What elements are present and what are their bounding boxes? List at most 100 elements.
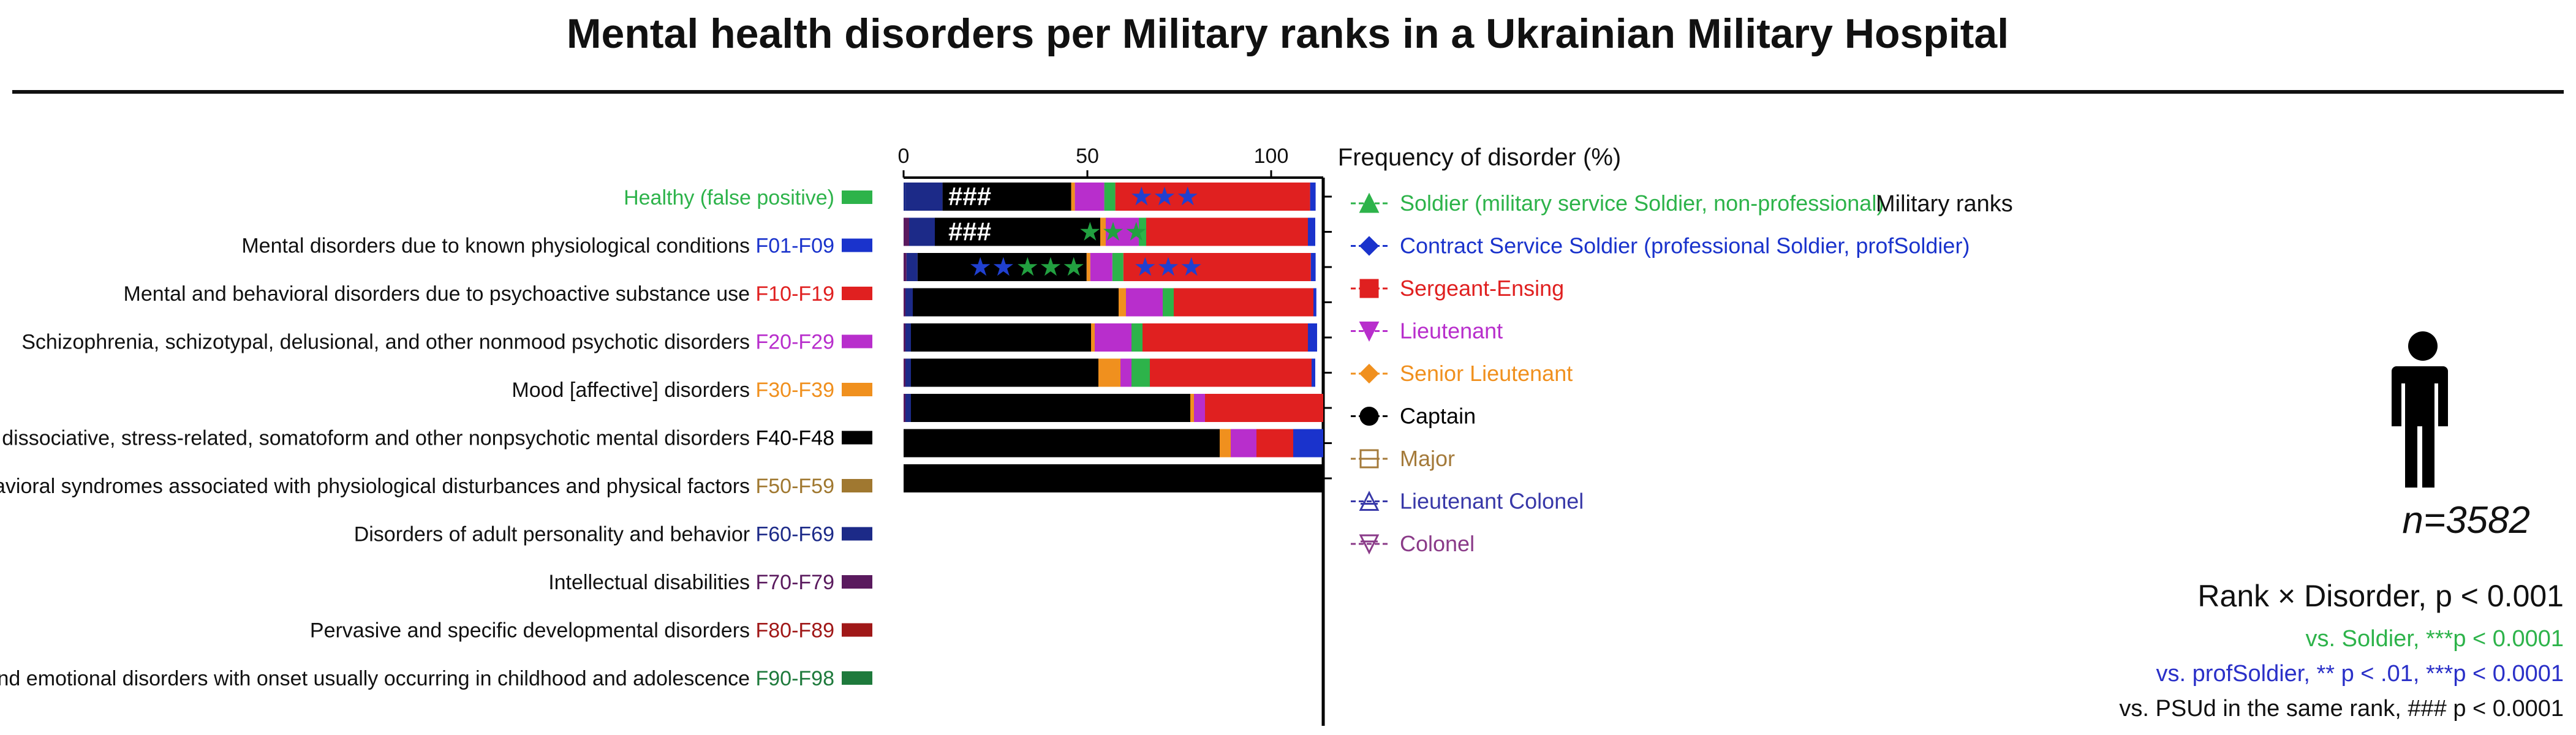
disorder-legend-label: Mental and behavioral disorders due to p… [124,282,834,306]
disorder-legend-label: Healthy (false positive) [624,186,834,209]
stat-main: Rank × Disorder, p < 0.001 [2197,579,2564,613]
bar-segment [1115,183,1310,211]
bar-segment [1220,429,1231,458]
rank-legend-label: Major [1400,446,1455,471]
bar-segment [1146,217,1308,246]
bar-segment [1090,253,1112,281]
disorder-legend-label: Behavioral syndromes associated with phy… [0,475,834,498]
bar-segment [1106,217,1139,246]
rank-marker-icon [1359,236,1380,256]
bar-segment [1119,288,1126,317]
bar-segment [1075,183,1105,211]
bar-segment [1313,288,1316,317]
disorder-legend-label: Behavioral and emotional disorders with … [0,667,834,690]
bar-segment [905,323,911,352]
rank-legend-label: Lieutenant [1400,318,1503,344]
bar-segment [1310,183,1316,211]
sample-size-label: n=3582 [2402,499,2530,541]
disorder-legend-swatch [842,287,872,300]
bar-segment [1098,358,1120,387]
rank-marker-icon [1359,279,1379,298]
bar-segment [905,183,943,211]
bar-segment [1308,217,1315,246]
rank-marker-icon [1359,322,1380,342]
bar-annotation: ★★★ [1134,252,1203,281]
bar-segment [1205,394,1323,422]
bar-segment [1190,394,1194,422]
disorder-legend-label: Mental disorders due to known physiologi… [241,235,834,258]
bar-segment [911,394,1190,422]
bar-segment [1174,288,1313,317]
bar-segment [1256,429,1293,458]
bar-segment [1100,217,1106,246]
rank-legend-label: Sergeant-Ensing [1400,276,1564,301]
disorder-legend-swatch [842,575,872,589]
bar-segment [1126,288,1163,317]
bar-segment [911,358,1098,387]
chart-title: Mental health disorders per Military ran… [567,10,2009,57]
x-tick-label: 50 [1076,145,1099,168]
bar-segment [1163,288,1174,317]
x-tick-label: 100 [1254,145,1289,168]
bar-segment [904,288,905,317]
bar-segment [911,323,1091,352]
bar-segment [904,217,909,246]
bar-segment [1231,429,1256,458]
bar-segment [906,253,918,281]
rank-legend-label: Colonel [1400,531,1475,556]
bar-segment [1131,358,1150,387]
bar-segment [1120,358,1131,387]
bar-segment [1123,253,1311,281]
x-axis-label: Frequency of disorder (%) [1338,144,1621,171]
rank-legend: Soldier (military service Soldier, non-p… [1351,190,1970,556]
bar-segment [1091,323,1095,352]
stat-vs-psud: vs. PSUd in the same rank, ### p < 0.000… [2119,696,2564,722]
bar-segment [1293,429,1323,458]
rank-legend-label: Lieutenant Colonel [1400,489,1584,514]
bar-segment [1194,394,1205,422]
disorder-legend-swatch [842,238,872,252]
bar-segment [904,323,905,352]
bar-annotation: ★★★ [1079,217,1148,246]
bar-segment [1139,217,1146,246]
rank-legend-label: Senior Lieutenant [1400,361,1573,386]
bar-segment [1104,183,1116,211]
disorder-legend-label: Mood [affective] disorders F30-F39 [512,379,834,402]
stat-vs-profsoldier: vs. profSoldier, ** p < .01, ***p < 0.00… [2156,661,2564,687]
bar-annotation: ★★★ [1130,182,1199,211]
bar-annotation: ★★★ [1016,252,1086,281]
bar-segment [1312,358,1315,387]
rank-legend-title: Military ranks [1876,191,2013,217]
disorder-legend-swatch [842,383,872,396]
disorder-legend-label: Anxiety, dissociative, stress-related, s… [0,427,834,450]
bar-segment [904,183,906,211]
disorder-legend-swatch [842,527,872,541]
bar-segment [917,253,1087,281]
disorder-legend-swatch [842,671,872,685]
bar-segment [1143,323,1308,352]
x-tick-label: 0 [898,145,910,168]
bar-segment [904,429,1220,458]
disorder-legend-swatch [842,334,872,349]
bar-segment [942,183,1071,211]
bar-segment [913,288,1119,317]
rank-marker-icon [1359,363,1380,384]
bar-segment [1112,253,1124,281]
bar-annotation: ### [948,217,991,246]
bar-segment [904,394,905,422]
stat-vs-soldier: vs. Soldier, ***p < 0.0001 [2306,626,2564,652]
bar-segment [1095,323,1131,352]
disorder-legend-label: Intellectual disabilities F70-F79 [548,571,834,594]
bar-segment [905,394,911,422]
disorder-legend: Healthy (false positive) Mental disorders… [0,186,872,690]
rank-legend-label: Captain [1400,404,1476,429]
bar-segment [905,358,911,387]
bar-segment [904,253,907,281]
person-icon [2392,331,2448,488]
rank-marker-icon [1359,407,1379,426]
bar-segment [904,358,905,387]
bar-segment [1071,183,1075,211]
bar-segment [1150,358,1312,387]
bar-segment [1086,253,1090,281]
